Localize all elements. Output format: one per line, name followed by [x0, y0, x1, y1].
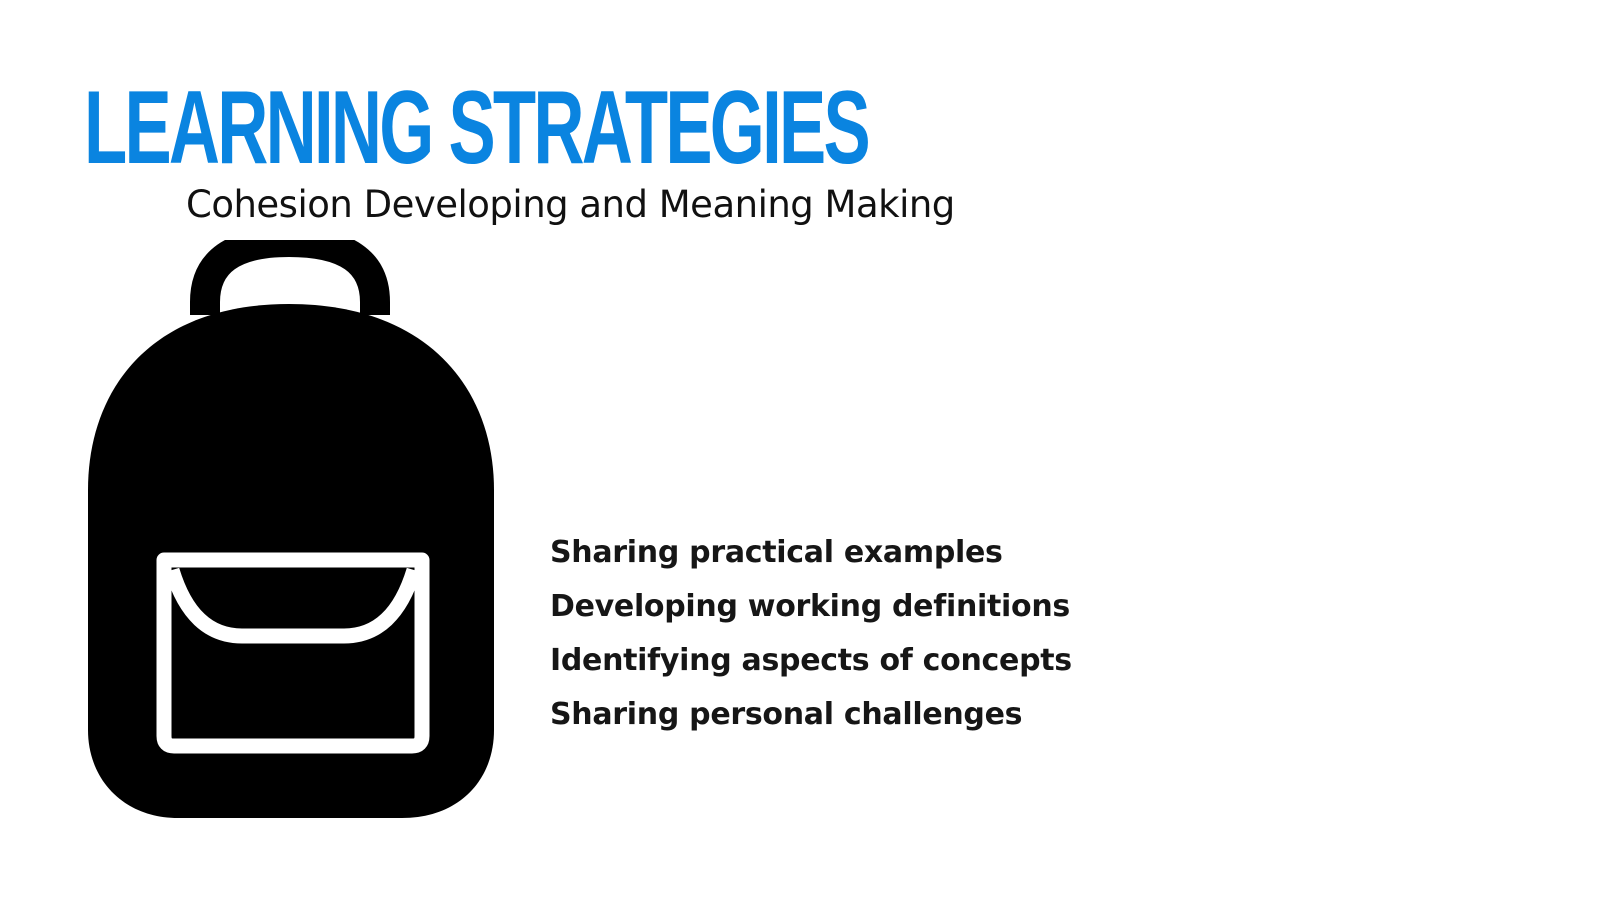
slide-subtitle: Cohesion Developing and Meaning Making [186, 183, 955, 226]
strategy-list: Sharing practical examples Developing wo… [550, 526, 1072, 742]
list-item: Sharing personal challenges [550, 697, 1023, 732]
backpack-icon [88, 240, 494, 818]
list-item: Identifying aspects of concepts [550, 643, 1072, 678]
slide-title: LEARNING STRATEGIES [84, 70, 871, 186]
list-item: Developing working definitions [550, 589, 1070, 624]
list-item: Sharing practical examples [550, 535, 1003, 570]
